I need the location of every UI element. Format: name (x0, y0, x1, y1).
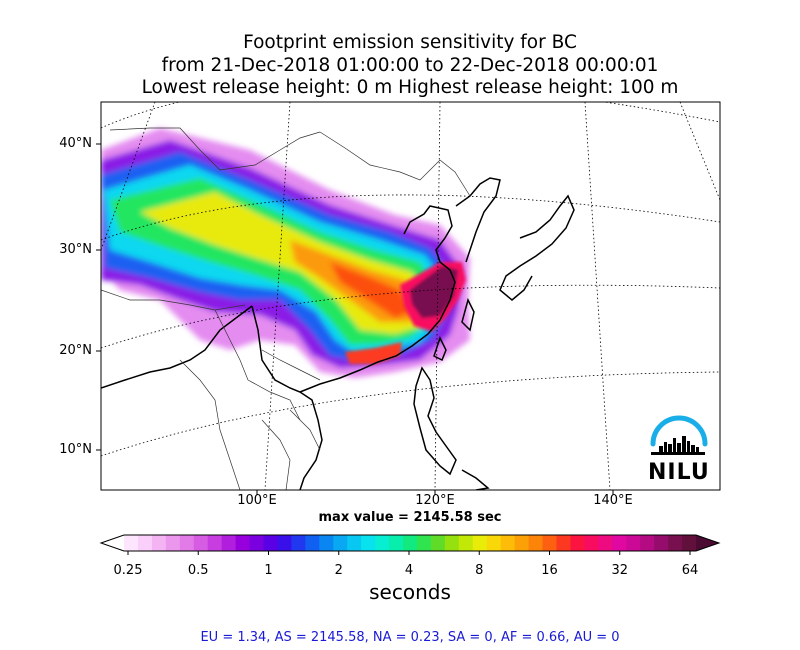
colorbar-cell (151, 535, 167, 551)
colorbar-cell (640, 535, 655, 551)
colorbar-cell (542, 535, 558, 551)
colorbar-cell (444, 535, 460, 551)
graticule (101, 102, 720, 490)
colorbar-tick-label: 1 (264, 563, 273, 578)
colorbar-cell (556, 535, 572, 551)
colorbar-cell (333, 535, 348, 551)
lat-label-10n: 10°N (59, 442, 92, 457)
colorbar-tick-label: 2 (334, 563, 343, 578)
colorbar-tick-label: 8 (475, 563, 484, 578)
colorbar-cell (137, 535, 153, 551)
nilu-logo (650, 415, 708, 455)
sensitivity-plume (101, 128, 470, 378)
colorbar-cell (207, 535, 223, 551)
lon-label-100e: 100°E (237, 493, 277, 508)
colorbar-tick-label: 4 (404, 563, 414, 578)
colorbar-cell (347, 535, 362, 551)
colorbar-cell (584, 535, 599, 551)
colorbar-cell (235, 535, 251, 551)
title-line-1: Footprint emission sensitivity for BC (243, 32, 577, 53)
colorbar-tick-label: 16 (541, 563, 558, 578)
colorbar-cell (319, 535, 334, 551)
colorbar-cell (472, 535, 488, 551)
colorbar-cell (668, 535, 683, 551)
colorbar-cell (179, 535, 195, 551)
colorbar-cell (305, 535, 320, 551)
colorbar-cell (458, 535, 474, 551)
colorbar-tick-label: 0.25 (113, 563, 143, 578)
colorbar-cell (165, 535, 181, 551)
lat-label-20n: 20°N (59, 343, 92, 358)
colorbar-cell (654, 535, 669, 551)
max-value-label: max value = 2145.58 sec (318, 510, 502, 525)
colorbar-unit-label: seconds (369, 580, 451, 604)
colorbar-cell (570, 535, 585, 551)
colorbar-extend-high (696, 535, 719, 551)
title-line-3: Lowest release height: 0 m Highest relea… (141, 77, 679, 98)
colorbar-cell (514, 535, 530, 551)
colorbar-cell (612, 535, 627, 551)
lon-label-120e: 120°E (415, 493, 455, 508)
colorbar-cell (598, 535, 613, 551)
colorbar-cell (528, 535, 544, 551)
colorbar-cell (486, 535, 502, 551)
colorbar-cell (221, 535, 237, 551)
colorbar-cell (403, 535, 418, 551)
colorbar-extend-low (101, 535, 124, 551)
colorbar-cell (263, 535, 279, 551)
colorbar-cell (375, 535, 390, 551)
colorbar-cell (626, 535, 641, 551)
colorbar-tick-label: 32 (611, 563, 629, 578)
colorbar-cell (682, 535, 697, 551)
colorbar-tick-label: 64 (681, 563, 699, 578)
colorbar-cell (291, 535, 306, 551)
lat-label-40n: 40°N (59, 136, 92, 151)
colorbar-cell (416, 535, 432, 551)
lon-label-140e: 140°E (593, 493, 633, 508)
colorbar-cell (124, 535, 139, 551)
colorbar-cell (389, 535, 404, 551)
lat-label-30n: 30°N (59, 242, 92, 257)
region-summary: EU = 1.34, AS = 2145.58, NA = 0.23, SA =… (200, 630, 620, 645)
map-frame (100, 101, 721, 491)
colorbar-cell (500, 535, 516, 551)
title-line-2: from 21-Dec-2018 01:00:00 to 22-Dec-2018… (161, 55, 659, 76)
colorbar-cell (361, 535, 376, 551)
colorbar-cell (193, 535, 209, 551)
coastlines (101, 177, 575, 490)
nilu-logo-text: NILU (648, 460, 710, 485)
colorbar-cell (277, 535, 293, 551)
colorbar-cell (249, 535, 265, 551)
colorbar-tick-label: 0.5 (187, 563, 209, 578)
borders (101, 127, 471, 490)
colorbar-cell (430, 535, 446, 551)
